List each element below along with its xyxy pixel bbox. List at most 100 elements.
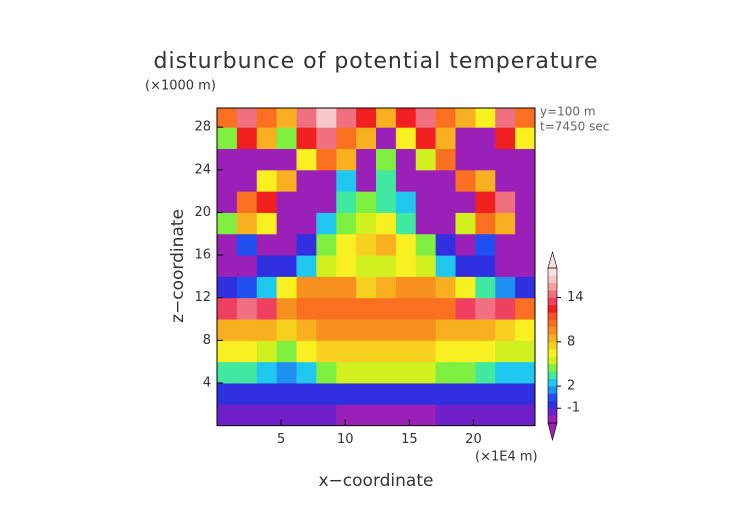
cell bbox=[356, 191, 377, 213]
cell bbox=[256, 382, 278, 405]
cell bbox=[356, 127, 377, 149]
cell bbox=[435, 361, 456, 384]
cell bbox=[217, 361, 238, 384]
cell bbox=[236, 233, 258, 256]
colorbar-tick-label: 14 bbox=[567, 290, 584, 305]
x-unit: (×1E4 m) bbox=[475, 450, 538, 465]
cell bbox=[316, 108, 337, 128]
cell bbox=[495, 212, 516, 235]
cell bbox=[475, 148, 496, 171]
cell bbox=[455, 276, 476, 299]
cell bbox=[256, 340, 278, 363]
colorbar-segment bbox=[548, 408, 557, 416]
cell bbox=[356, 340, 377, 363]
cell bbox=[217, 382, 238, 405]
cell bbox=[296, 297, 317, 320]
cell bbox=[316, 319, 337, 341]
cell bbox=[217, 212, 238, 235]
cell bbox=[415, 191, 437, 213]
cell bbox=[316, 255, 337, 277]
cell bbox=[296, 108, 317, 128]
y-tick-label: 20 bbox=[194, 205, 211, 220]
cell bbox=[336, 382, 357, 405]
cell bbox=[256, 276, 278, 299]
cell bbox=[217, 404, 238, 427]
colorbar-segment bbox=[548, 386, 557, 394]
cell bbox=[495, 148, 516, 171]
cell bbox=[415, 255, 437, 277]
cell bbox=[336, 276, 357, 299]
cell bbox=[276, 361, 297, 384]
cell bbox=[276, 382, 297, 405]
cell bbox=[336, 148, 357, 171]
cell bbox=[515, 233, 536, 256]
y-tick-label: 8 bbox=[203, 333, 211, 348]
colorbar-tick-label: 2 bbox=[567, 379, 575, 394]
cell bbox=[296, 319, 317, 341]
cell bbox=[356, 276, 377, 299]
cell bbox=[296, 127, 317, 149]
cell bbox=[395, 361, 417, 384]
x-tick-label: 5 bbox=[277, 432, 285, 447]
cell bbox=[236, 404, 258, 427]
cell bbox=[336, 191, 357, 213]
cell bbox=[395, 255, 417, 277]
colorbar-frame bbox=[547, 267, 558, 424]
cell bbox=[376, 127, 397, 149]
cell bbox=[316, 340, 337, 363]
cell bbox=[395, 148, 417, 171]
cell bbox=[475, 382, 496, 405]
cell bbox=[356, 108, 377, 128]
cell bbox=[296, 255, 317, 277]
cell bbox=[376, 148, 397, 171]
annotation: t=7450 sec bbox=[540, 120, 609, 134]
cell bbox=[515, 127, 536, 149]
cell bbox=[316, 276, 337, 299]
y-axis-label: z−coordinate bbox=[168, 209, 188, 323]
cell bbox=[316, 127, 337, 149]
cell bbox=[515, 361, 536, 384]
cell bbox=[415, 382, 437, 405]
cell bbox=[475, 361, 496, 384]
annotation: y=100 m bbox=[540, 105, 596, 119]
cell bbox=[256, 233, 278, 256]
cell bbox=[415, 233, 437, 256]
cell bbox=[395, 169, 417, 192]
colorbar-segment bbox=[548, 371, 557, 380]
cell bbox=[276, 191, 297, 213]
cell bbox=[395, 233, 417, 256]
cell bbox=[475, 404, 496, 427]
cell bbox=[316, 212, 337, 235]
cell bbox=[455, 297, 476, 320]
cell bbox=[495, 108, 516, 128]
cell bbox=[515, 169, 536, 192]
cell bbox=[376, 382, 397, 405]
cell bbox=[376, 361, 397, 384]
cell bbox=[256, 148, 278, 171]
cell bbox=[336, 233, 357, 256]
cell bbox=[217, 255, 238, 277]
cell bbox=[316, 297, 337, 320]
cell bbox=[336, 255, 357, 277]
cell bbox=[515, 148, 536, 171]
cell bbox=[356, 319, 377, 341]
cell bbox=[415, 297, 437, 320]
cell bbox=[376, 191, 397, 213]
cell bbox=[515, 108, 536, 128]
cell bbox=[495, 404, 516, 427]
cell bbox=[475, 108, 496, 128]
cell bbox=[276, 148, 297, 171]
cell bbox=[435, 382, 456, 405]
cell bbox=[475, 127, 496, 149]
cell bbox=[435, 212, 456, 235]
cell bbox=[415, 108, 437, 128]
cell bbox=[376, 108, 397, 128]
cell bbox=[455, 148, 476, 171]
cell bbox=[515, 404, 536, 427]
y-tick-label: 16 bbox=[194, 248, 211, 263]
cell bbox=[415, 127, 437, 149]
y-tick-label: 12 bbox=[194, 290, 211, 305]
cell bbox=[336, 361, 357, 384]
cell bbox=[217, 276, 238, 299]
